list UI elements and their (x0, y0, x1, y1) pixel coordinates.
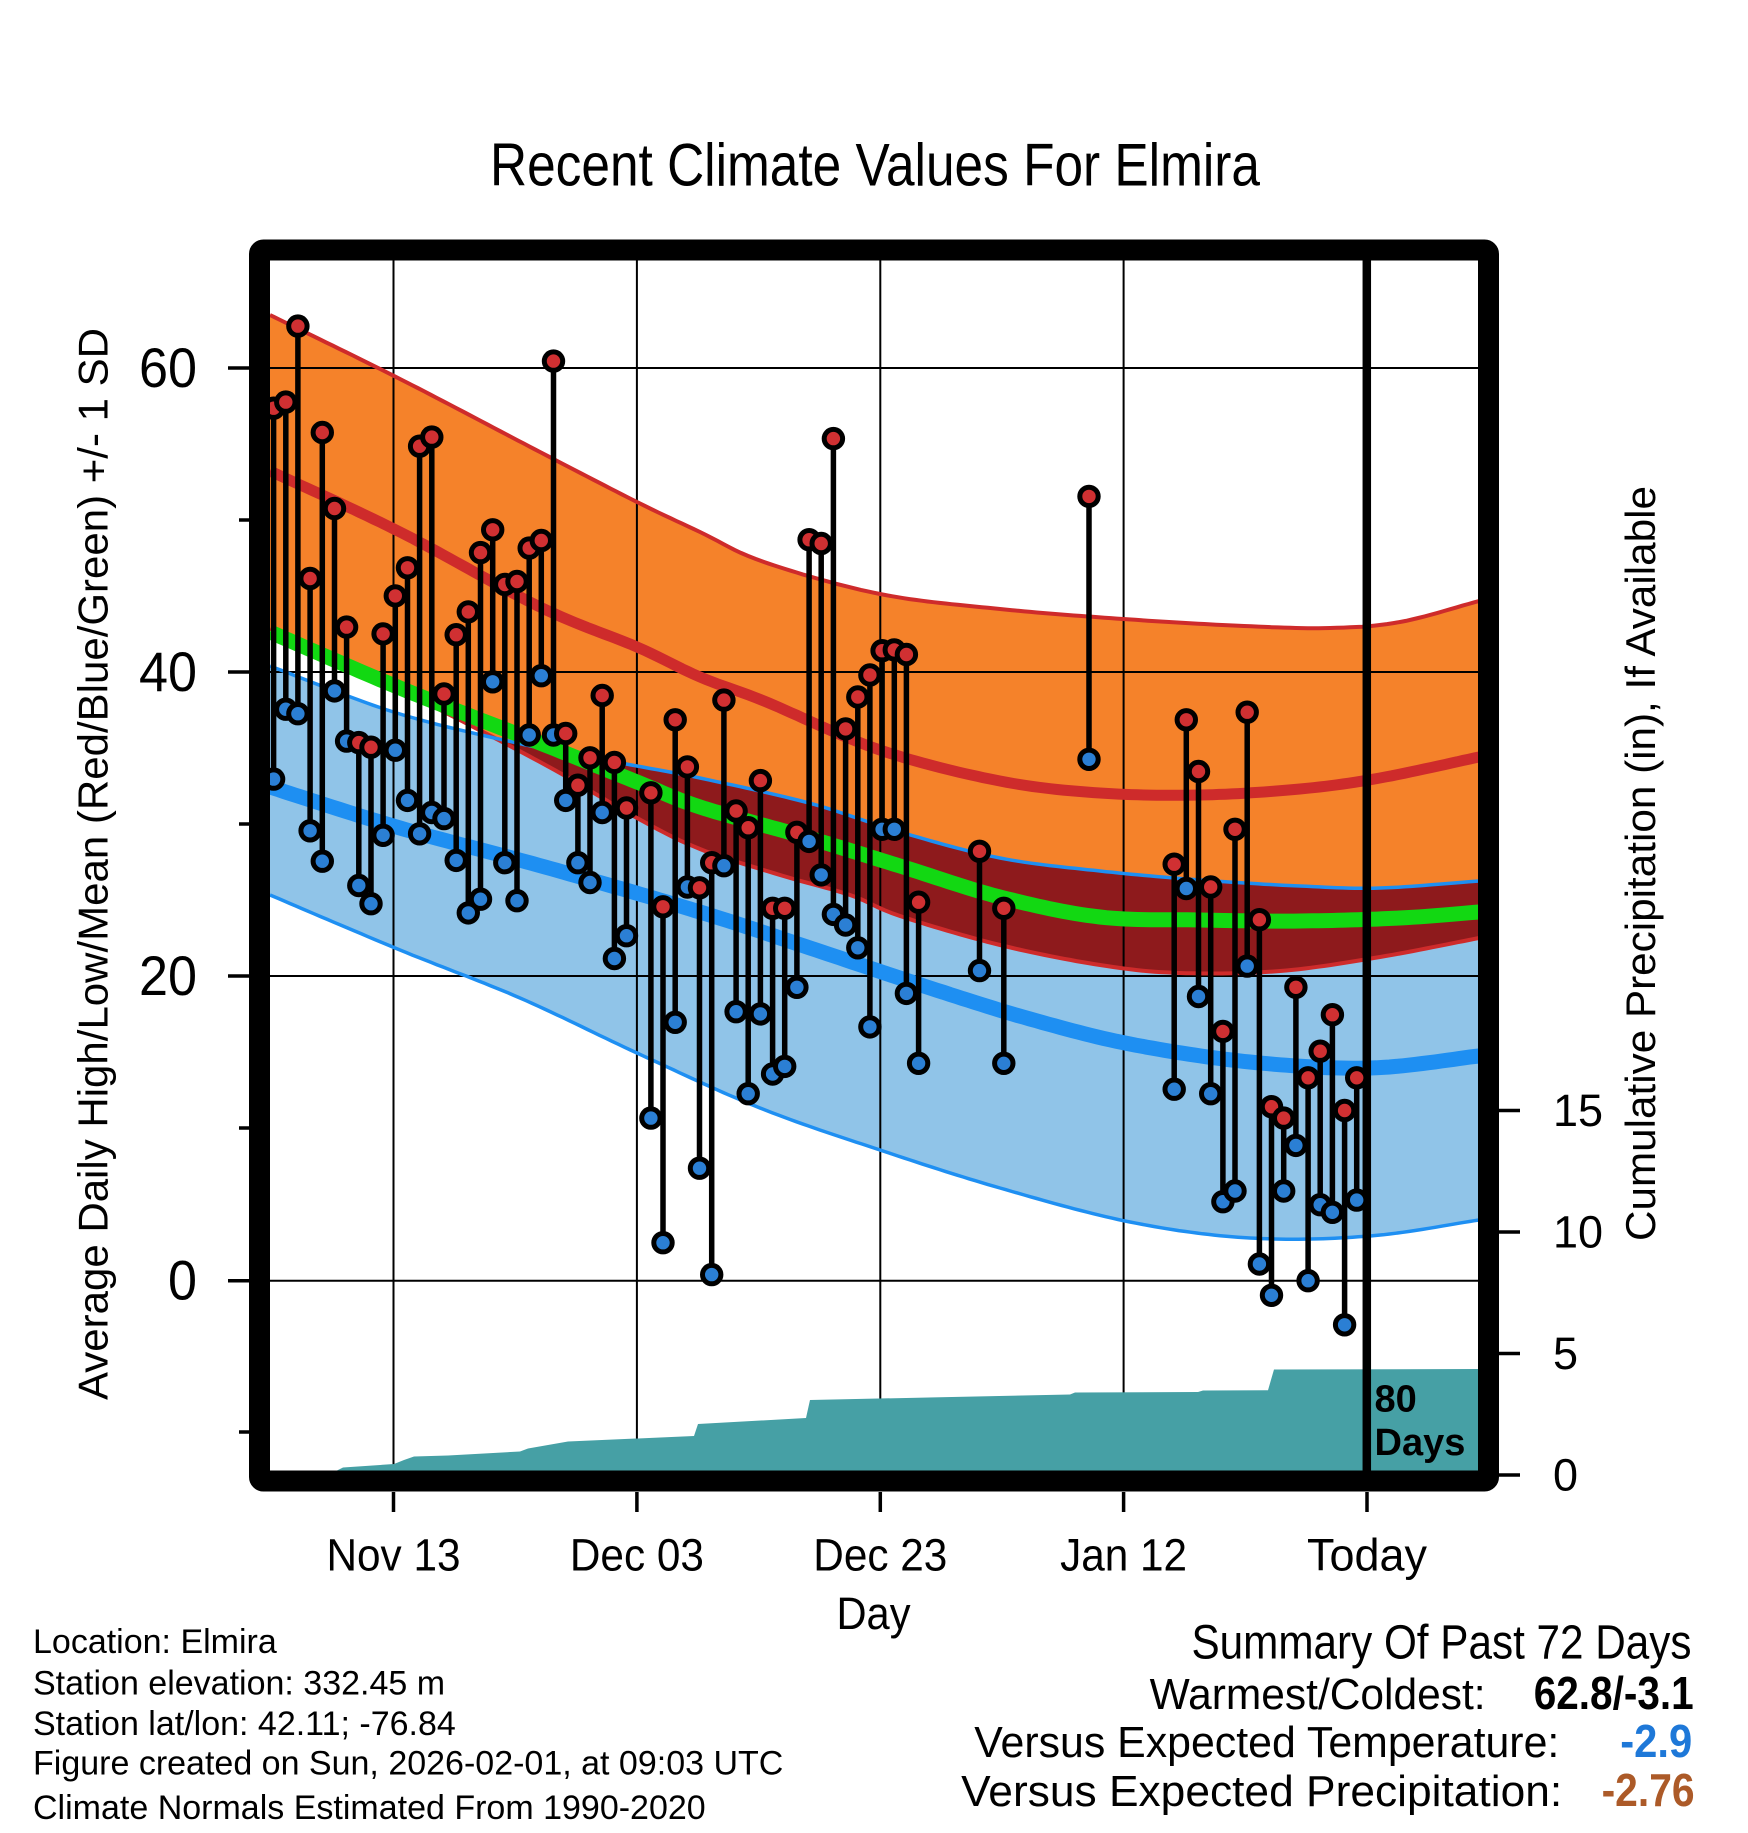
svg-text:Warmest/Coldest:: Warmest/Coldest: (1150, 1670, 1486, 1719)
svg-text:-2.9: -2.9 (1620, 1715, 1692, 1767)
svg-text:Versus Expected Precipitation:: Versus Expected Precipitation: (961, 1767, 1562, 1816)
svg-text:-2.76: -2.76 (1602, 1764, 1695, 1816)
svg-text:Dec 23: Dec 23 (813, 1530, 947, 1581)
svg-text:Day: Day (837, 1588, 911, 1639)
svg-text:5: 5 (1553, 1328, 1578, 1379)
svg-text:Cumulative Precipitation (in),: Cumulative Precipitation (in), If Availa… (1617, 486, 1664, 1241)
svg-text:0: 0 (168, 1249, 197, 1312)
svg-text:Summary Of Past 72 Days: Summary Of Past 72 Days (1192, 1617, 1692, 1670)
svg-text:60: 60 (139, 336, 197, 399)
svg-text:Station elevation: 332.45 m: Station elevation: 332.45 m (33, 1665, 445, 1703)
svg-text:Climate Normals Estimated From: Climate Normals Estimated From 1990-2020 (33, 1789, 706, 1827)
svg-text:Average Daily High/Low/Mean (R: Average Daily High/Low/Mean (Red/Blue/Gr… (70, 328, 117, 1400)
svg-text:Nov 13: Nov 13 (327, 1530, 461, 1581)
svg-text:Jan 12: Jan 12 (1060, 1530, 1187, 1581)
svg-text:Days: Days (1375, 1422, 1466, 1464)
svg-text:10: 10 (1553, 1207, 1603, 1258)
svg-text:62.8/-3.1: 62.8/-3.1 (1534, 1667, 1694, 1719)
svg-text:20: 20 (139, 944, 197, 1007)
svg-text:Figure created on Sun, 2026-02: Figure created on Sun, 2026-02-01, at 09… (33, 1745, 783, 1783)
svg-text:80: 80 (1375, 1379, 1417, 1421)
svg-text:Dec 03: Dec 03 (570, 1530, 704, 1581)
svg-text:Versus Expected Temperature:: Versus Expected Temperature: (974, 1718, 1559, 1767)
svg-text:Recent Climate Values For Elmi: Recent Climate Values For Elmira (490, 131, 1261, 198)
svg-text:15: 15 (1553, 1085, 1603, 1136)
svg-text:Location: Elmira: Location: Elmira (33, 1623, 277, 1661)
svg-text:40: 40 (139, 640, 197, 703)
svg-text:0: 0 (1553, 1450, 1578, 1501)
svg-text:Today: Today (1307, 1530, 1427, 1581)
svg-text:Station lat/lon: 42.11; -76.84: Station lat/lon: 42.11; -76.84 (33, 1705, 456, 1743)
